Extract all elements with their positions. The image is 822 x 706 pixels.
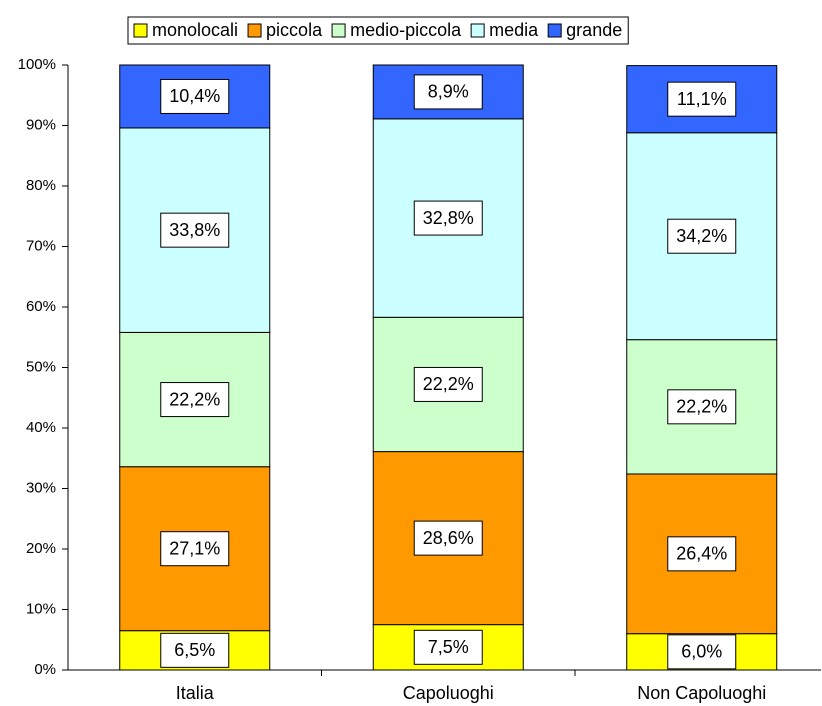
y-tick-label: 100% [18,56,56,73]
legend-swatch [331,23,346,38]
value-label: 11,1% [677,89,727,109]
value-label-box [667,81,737,117]
legend-swatch [133,23,148,38]
x-tick-label: Non Capoluoghi [637,683,766,703]
legend-label: medio-piccola [350,20,462,40]
value-label-box [413,200,483,236]
y-tick-label: 50% [26,358,56,375]
legend-label: monolocali [152,20,238,40]
value-label-box [667,218,737,254]
value-label: 22,2% [169,389,220,409]
y-tick-label: 10% [26,600,56,617]
value-label: 26,4% [676,544,727,564]
y-tick-label: 60% [26,298,56,315]
y-tick-label: 80% [26,177,56,194]
legend-box [127,16,629,45]
value-label: 27,1% [169,538,220,558]
value-label-box [667,389,737,425]
value-label: 8,9% [428,82,469,102]
legend-swatch [247,23,262,38]
y-tick-label: 20% [26,540,56,557]
y-tick-label: 30% [26,479,56,496]
value-label-box [160,632,230,668]
value-label: 10,4% [169,86,220,106]
value-label: 6,0% [681,642,722,662]
value-label: 33,8% [169,220,220,240]
value-label-box [413,74,483,110]
value-label-box [160,382,230,418]
value-label: 32,8% [423,208,474,228]
y-tick-label: 70% [26,237,56,254]
legend-swatch [470,23,485,38]
legend-swatch [547,23,562,38]
x-tick-label: Italia [176,683,215,703]
x-tick-label: Capoluoghi [403,683,494,703]
y-tick-label: 90% [26,116,56,133]
value-label: 7,5% [428,637,469,657]
value-label: 28,6% [423,528,474,548]
value-label-box [413,520,483,556]
y-tick-label: 40% [26,419,56,436]
value-label-box [160,212,230,248]
value-label: 6,5% [174,640,215,660]
value-label-box [160,78,230,114]
value-label: 34,2% [676,226,727,246]
value-label: 22,2% [423,374,474,394]
y-tick-label: 0% [34,661,56,678]
value-label-box [160,531,230,567]
legend-label: piccola [266,20,323,40]
value-label-box [667,634,737,670]
value-label-box [413,366,483,402]
value-label-box [413,629,483,665]
value-label: 22,2% [676,397,727,417]
value-label-box [667,536,737,572]
legend-label: grande [566,20,622,40]
legend-label: media [489,20,539,40]
